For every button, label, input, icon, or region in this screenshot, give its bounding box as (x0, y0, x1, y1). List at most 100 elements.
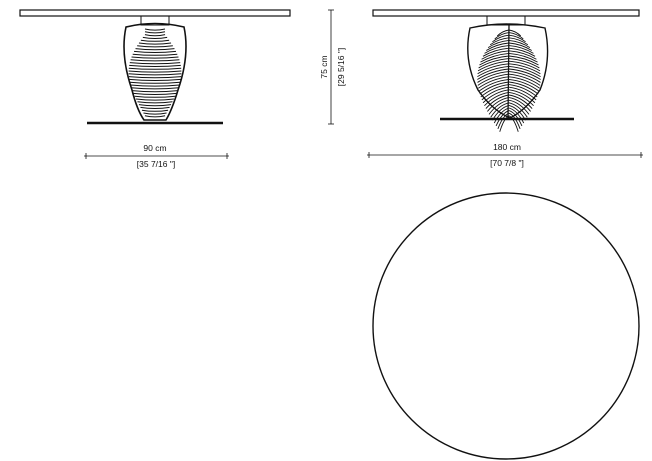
leaf-rib (508, 32, 524, 40)
wicker-stripe (131, 56, 179, 59)
leaf-rib (486, 42, 510, 51)
leaf-rib (481, 50, 510, 60)
side-view-tabletop (19, 9, 291, 17)
leaf-rib (508, 34, 526, 43)
wicker-stripe (130, 84, 180, 87)
leaf-rib (508, 78, 540, 92)
wicker-stripe (133, 50, 177, 53)
leaf-rib (508, 102, 528, 118)
leaf-rib (508, 91, 534, 106)
height-cm-label: 75 cm (319, 55, 329, 78)
leaf-rib (477, 68, 510, 80)
leaf-rib (478, 78, 510, 92)
leaf-rib (508, 86, 537, 101)
wicker-stripe (133, 92, 177, 95)
leaf-rib (508, 29, 522, 37)
leaf-rib (508, 52, 538, 63)
leaf-rib (508, 84, 538, 98)
wicker-stripe (144, 34, 166, 37)
side-width-in-label: [35 7/16 "] (137, 159, 175, 169)
leaf-rib (480, 52, 510, 63)
leaf-rib (478, 76, 510, 89)
front-view (372, 9, 640, 132)
leaf-rib (508, 58, 540, 69)
leaf-rib (487, 97, 510, 112)
leaf-rib (508, 50, 537, 60)
wicker-stripe (143, 112, 167, 115)
side-view (19, 9, 291, 125)
leaf-rib (488, 99, 510, 115)
leaf-rib (487, 39, 510, 48)
wicker-stripe (134, 95, 176, 98)
leaf-rib (508, 71, 541, 83)
wicker-stripe (142, 36, 168, 39)
top-view-tabletop-circle (372, 192, 640, 460)
leaf-rib (484, 45, 510, 54)
leaf-rib (496, 29, 510, 37)
wicker-stripe (138, 104, 172, 107)
leaf-rib (477, 63, 510, 75)
leaf-rib (497, 112, 510, 130)
wicker-stripe (137, 101, 173, 104)
front-view-tabletop (372, 9, 640, 17)
wicker-stripe (129, 81, 181, 84)
leaf-rib (479, 55, 510, 66)
wicker-stripe (137, 45, 173, 48)
wicker-stripe (128, 73, 182, 76)
leaf-rib (490, 102, 510, 118)
leaf-rib (492, 34, 510, 43)
front-view-spine (507, 24, 510, 119)
leaf-rib (482, 89, 510, 104)
leaf-rib (479, 81, 510, 95)
side-width-dimension: 90 cm [35 7/16 "] (84, 143, 229, 169)
front-width-cm-label: 180 cm (493, 142, 521, 152)
wicker-stripe (129, 62, 181, 65)
wicker-stripe (144, 28, 166, 31)
leaf-rib (480, 84, 510, 98)
leaf-rib (508, 47, 536, 57)
leaf-rib (508, 42, 532, 51)
side-view-wicker-stripes (128, 28, 182, 118)
wicker-stripe (130, 59, 180, 62)
leaf-rib (508, 65, 541, 78)
wicker-stripe (132, 53, 178, 56)
front-width-in-label: [70 7/8 "] (490, 158, 524, 168)
side-width-cm-label: 90 cm (143, 143, 166, 153)
leaf-rib (484, 91, 510, 106)
wicker-stripe (140, 39, 170, 42)
wicker-stripe (128, 76, 182, 79)
leaf-rib (481, 86, 510, 101)
leaf-rib (482, 47, 510, 57)
side-view-neck (140, 15, 170, 26)
leaf-rib (508, 60, 541, 72)
height-in-label: [29 5/16 "] (336, 48, 346, 86)
front-view-neck (486, 15, 526, 26)
leaf-rib (508, 45, 534, 54)
leaf-rib (477, 73, 510, 86)
leaf-rib (508, 99, 530, 115)
leaf-rib (508, 37, 529, 46)
leaf-rib (508, 110, 523, 127)
wicker-stripe (128, 67, 182, 70)
front-width-dimension: 180 cm [70 7/8 "] (367, 142, 643, 168)
wicker-stripe (140, 106, 170, 109)
leaf-rib (508, 73, 541, 86)
leaf-rib (508, 89, 536, 104)
wicker-stripe (135, 48, 175, 51)
leaf-rib (508, 63, 541, 75)
wicker-stripe (129, 78, 181, 81)
leaf-rib (478, 58, 510, 69)
leaf-rib (508, 107, 525, 124)
front-view-pedestal-outline (467, 23, 549, 119)
wicker-stripe (138, 42, 172, 45)
leaf-rib (508, 81, 539, 95)
side-view-pedestal-outline (123, 22, 187, 121)
wicker-stripe (144, 115, 166, 118)
wicker-stripe (128, 70, 182, 73)
wicker-stripe (144, 31, 166, 34)
leaf-rib (508, 76, 540, 89)
leaf-rib (508, 68, 541, 80)
leaf-rib (508, 55, 539, 66)
leaf-rib (477, 71, 510, 83)
